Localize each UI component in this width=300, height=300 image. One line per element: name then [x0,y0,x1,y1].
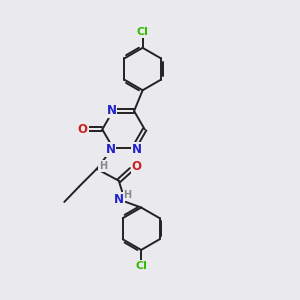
Text: N: N [114,193,124,206]
Text: O: O [131,160,142,173]
Text: N: N [131,143,142,156]
Text: N: N [106,143,116,156]
Text: N: N [106,104,116,117]
Text: O: O [78,123,88,136]
Text: Cl: Cl [135,261,147,271]
Text: Cl: Cl [137,27,148,37]
Text: H: H [99,161,107,171]
Text: H: H [124,190,132,200]
